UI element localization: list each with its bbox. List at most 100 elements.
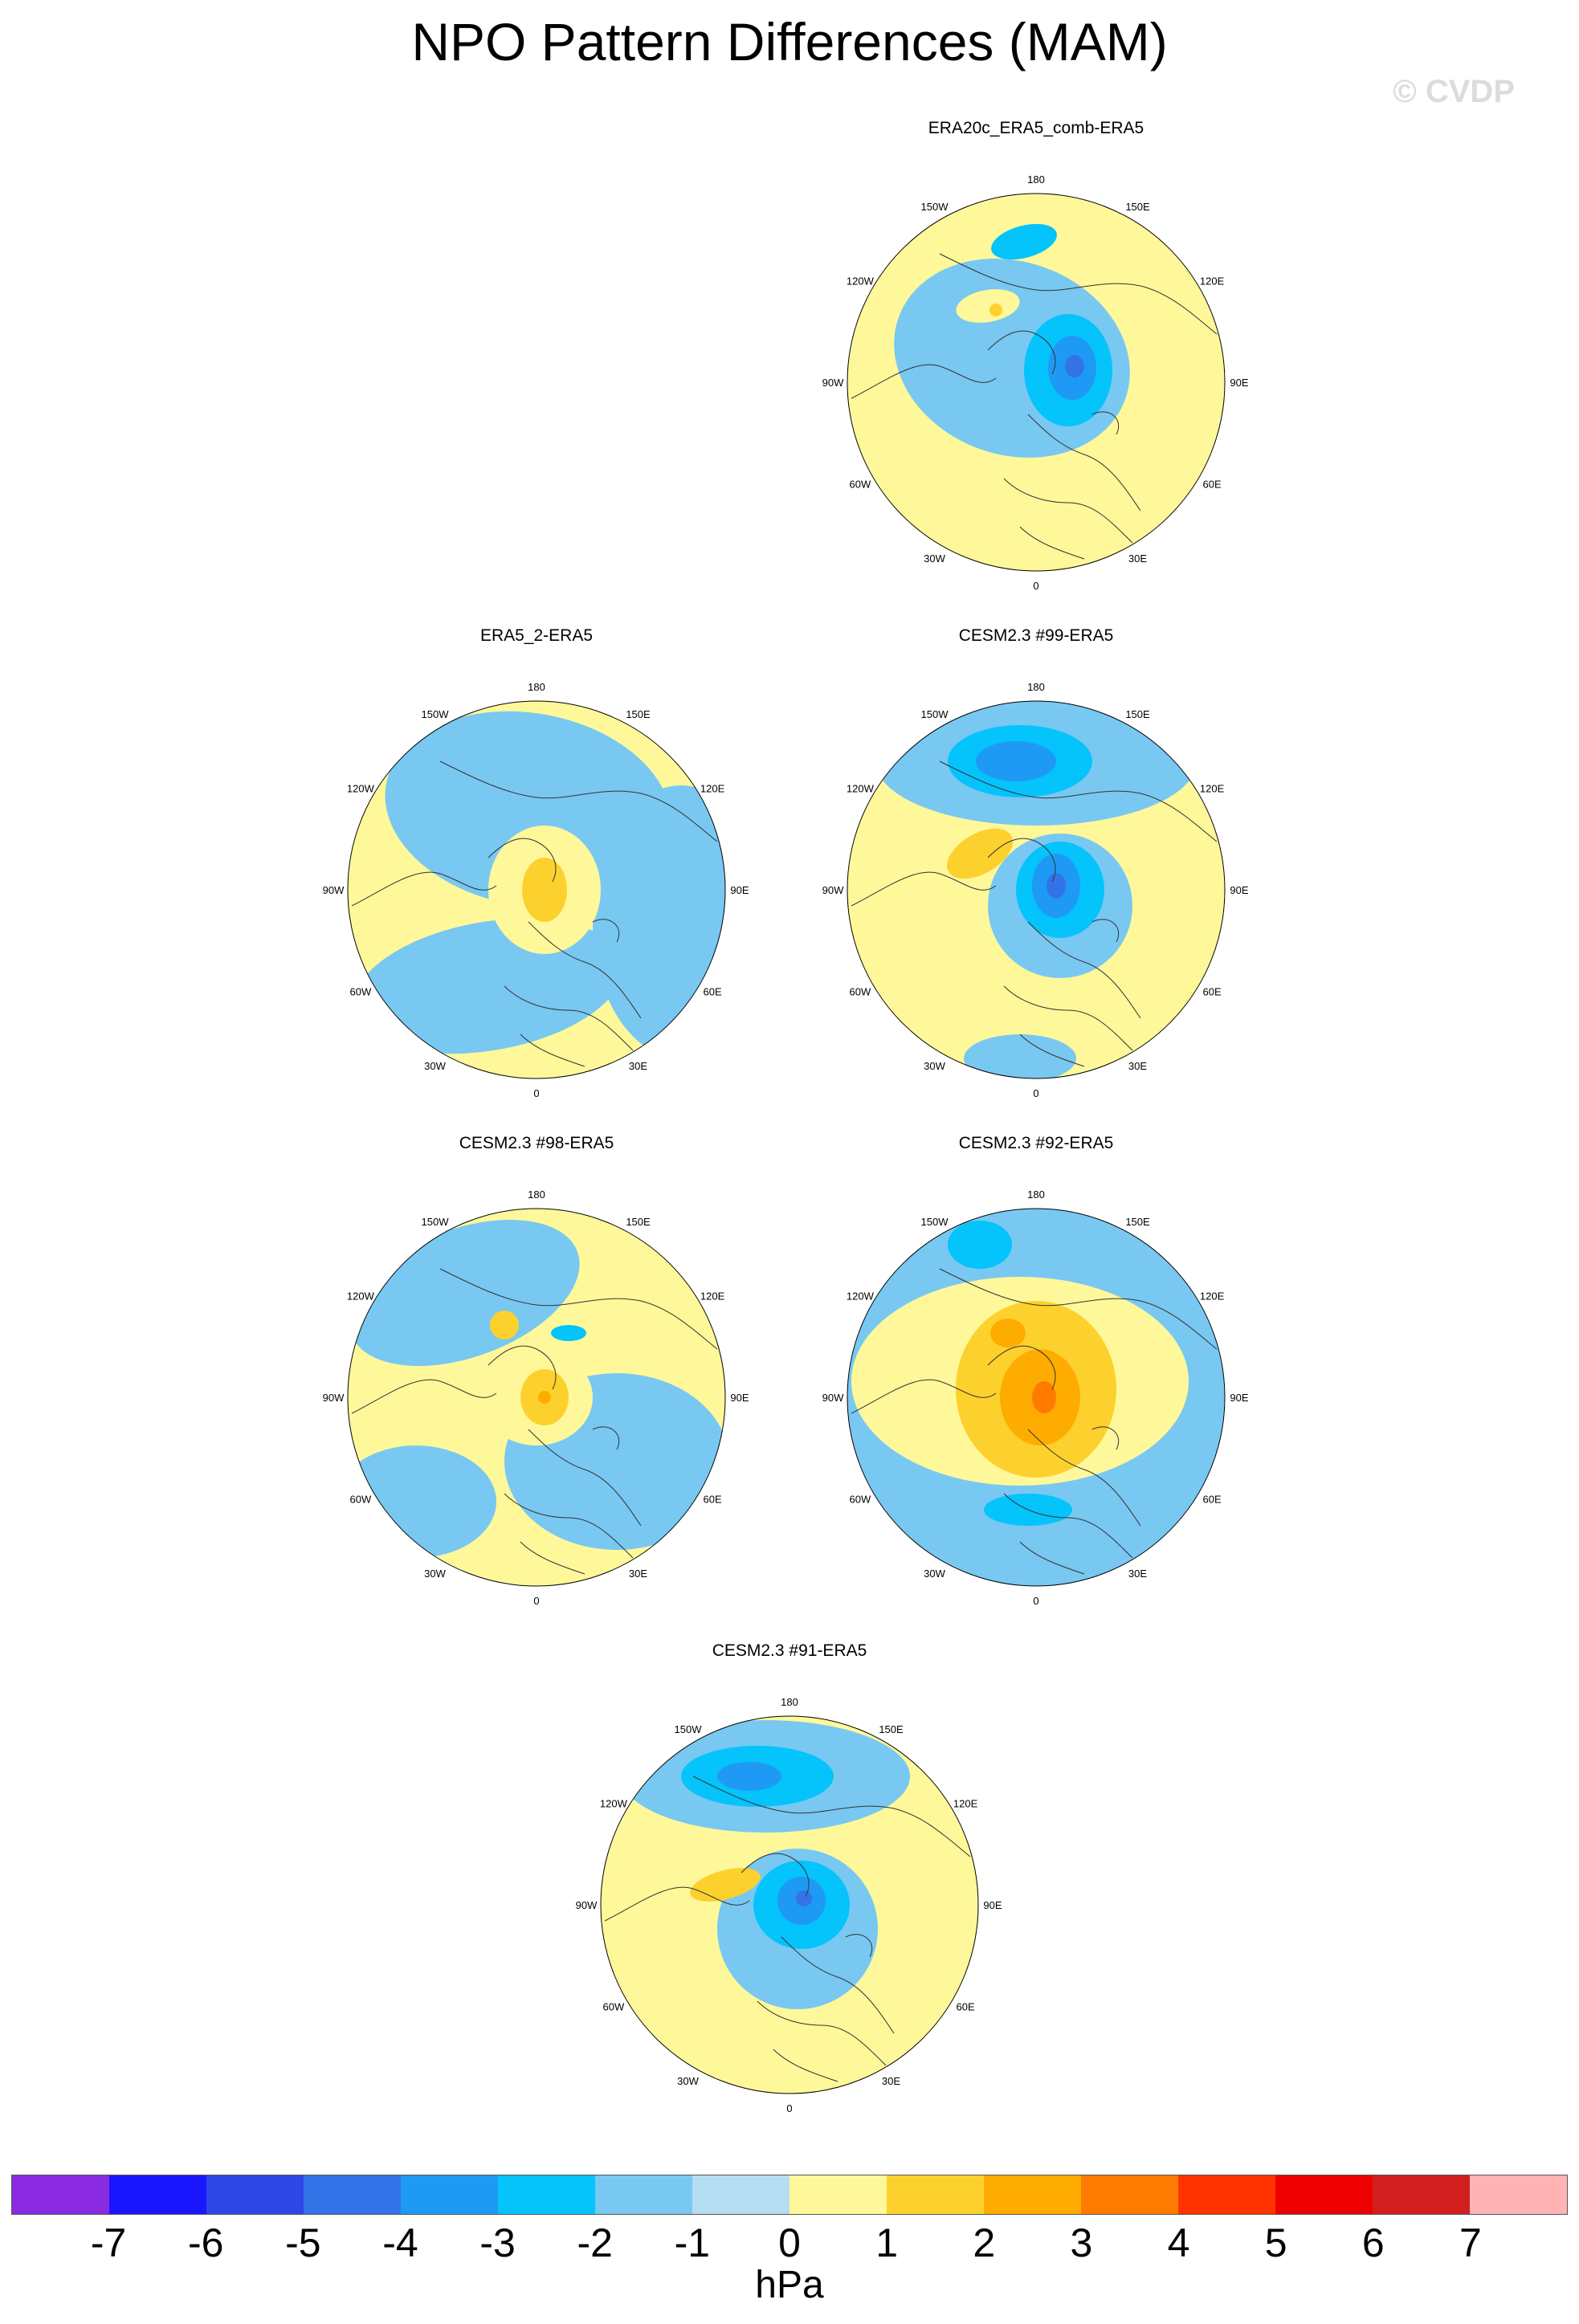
longitude-label: 180 <box>781 1696 798 1708</box>
longitude-label: 180 <box>1027 1189 1045 1201</box>
longitude-label: 150W <box>675 1723 703 1735</box>
map-boundary <box>847 193 1226 572</box>
coastline <box>851 871 997 907</box>
longitude-label: 60E <box>1203 1494 1222 1506</box>
coastline <box>1027 414 1141 512</box>
longitude-label: 150E <box>1125 201 1150 213</box>
longitude-label: 60W <box>850 986 871 998</box>
map-panel-6: CESM2.3 #91-ERA5 180 150E 120E 90E 60E 30E 0 30… <box>573 1641 1006 2155</box>
colorbar-swatch <box>984 2175 1081 2214</box>
contour-region <box>522 858 567 922</box>
longitude-label: 30E <box>629 1060 647 1072</box>
coastline <box>604 1886 750 1922</box>
colorbar-tick-label: -7 <box>90 2220 127 2265</box>
coastline <box>528 921 642 1019</box>
colorbar-tick-label: 2 <box>973 2220 996 2265</box>
coastline <box>439 760 718 842</box>
longitude-label: 90W <box>576 1899 598 1911</box>
coastline <box>439 1268 718 1350</box>
longitude-label: 150W <box>422 708 450 720</box>
contour-region <box>948 1221 1012 1269</box>
longitude-label: 30W <box>924 1060 945 1072</box>
longitude-label: 150E <box>1125 708 1150 720</box>
coastline <box>1003 985 1133 1051</box>
map-boundary <box>600 1715 979 2094</box>
polar-map: 180 150E 120E 90E 60E 30E 0 30W 60W 90W 120W 150W <box>323 1189 749 1607</box>
longitude-label: 150W <box>921 708 949 720</box>
colorbar-ticks: -7 -6 -5 -4 -3 -2 -1 0 1 2 3 4 5 6 7 <box>11 2215 1568 2265</box>
coastline <box>488 1345 557 1390</box>
contour-region <box>1047 873 1066 899</box>
longitude-label: 90W <box>323 884 345 896</box>
colorbar-tick-label: 4 <box>1167 2220 1190 2265</box>
longitude-label: 120E <box>700 783 725 795</box>
map-panel-5: CESM2.3 #92-ERA5 180 150E 120E 90E 60E 30E 0 30… <box>819 1134 1253 1648</box>
longitude-label: 120E <box>1200 783 1225 795</box>
coastline <box>504 985 634 1051</box>
coastline <box>987 330 1056 375</box>
coastline <box>692 1776 971 1857</box>
longitude-label: 30W <box>424 1568 446 1580</box>
coastline <box>1019 1541 1085 1575</box>
polar-map: 180 150E 120E 90E 60E 30E 0 30W 60W 90W 120W 150W <box>576 1696 1002 2114</box>
panel-title: CESM2.3 #98-ERA5 <box>459 1134 614 1152</box>
contour-region <box>1065 355 1084 377</box>
contour-region <box>690 1868 761 1902</box>
colorbar-swatch <box>1178 2175 1275 2214</box>
longitude-label: 0 <box>533 1087 539 1099</box>
longitude-label: 150E <box>1125 1216 1150 1228</box>
coastline <box>845 1934 873 1958</box>
longitude-label: 0 <box>533 1595 539 1607</box>
coastline <box>1003 478 1133 544</box>
map-panel-4: CESM2.3 #98-ERA5 180 150E 120E 90E 60E 30E 0 30… <box>320 1134 753 1648</box>
longitude-label: 150E <box>626 708 651 720</box>
colorbar-swatch <box>1081 2175 1178 2214</box>
longitude-label: 30E <box>1128 1568 1147 1580</box>
coastline <box>488 838 557 883</box>
colorbar-tick-label: 1 <box>875 2220 899 2265</box>
coastline <box>592 1426 620 1450</box>
coastline <box>1027 1429 1141 1527</box>
colorbar-tick-label: 5 <box>1264 2220 1287 2265</box>
contour-region <box>989 304 1002 316</box>
panel-title: CESM2.3 #91-ERA5 <box>712 1641 867 1660</box>
map-boundary <box>847 1208 1226 1587</box>
longitude-label: 180 <box>528 1189 545 1201</box>
longitude-label: 120E <box>1200 275 1225 287</box>
map-boundary <box>847 700 1226 1079</box>
longitude-label: 120W <box>847 783 875 795</box>
longitude-label: 150W <box>422 1216 450 1228</box>
longitude-label: 60W <box>350 986 372 998</box>
longitude-label: 120W <box>347 783 375 795</box>
longitude-label: 60E <box>704 986 722 998</box>
coastline <box>504 1493 634 1559</box>
contour-region <box>991 223 1057 260</box>
longitude-label: 60E <box>1203 479 1222 491</box>
figure-title: NPO Pattern Differences (MAM) <box>411 12 1168 71</box>
coastline <box>987 1345 1056 1390</box>
contour-region <box>593 785 725 1058</box>
longitude-label: 120E <box>1200 1290 1225 1303</box>
coastline <box>781 1936 895 2034</box>
colorbar-swatch <box>206 2175 304 2214</box>
colorbar-tick-label: -3 <box>479 2220 516 2265</box>
longitude-label: 150W <box>921 201 949 213</box>
coastline <box>939 1268 1218 1350</box>
longitude-label: 0 <box>1033 1595 1038 1607</box>
coastline <box>851 1379 997 1414</box>
colorbar-swatch <box>498 2175 595 2214</box>
longitude-label: 30W <box>677 2075 699 2087</box>
coastline <box>741 1853 810 1898</box>
longitude-label: 30E <box>1128 552 1147 565</box>
map-boundary <box>347 700 726 1079</box>
coastline <box>1019 1034 1085 1067</box>
contour-region <box>385 711 672 908</box>
longitude-label: 120W <box>347 1290 375 1303</box>
polar-map: 180 150E 120E 90E 60E 30E 0 30W 60W 90W 120W 150W <box>822 173 1249 592</box>
coastline <box>757 2000 887 2066</box>
panel-title: CESM2.3 #92-ERA5 <box>958 1134 1114 1152</box>
colorbar-swatch <box>109 2175 206 2214</box>
longitude-label: 120E <box>953 1798 978 1810</box>
longitude-label: 60W <box>850 1494 871 1506</box>
longitude-label: 60E <box>704 1494 722 1506</box>
